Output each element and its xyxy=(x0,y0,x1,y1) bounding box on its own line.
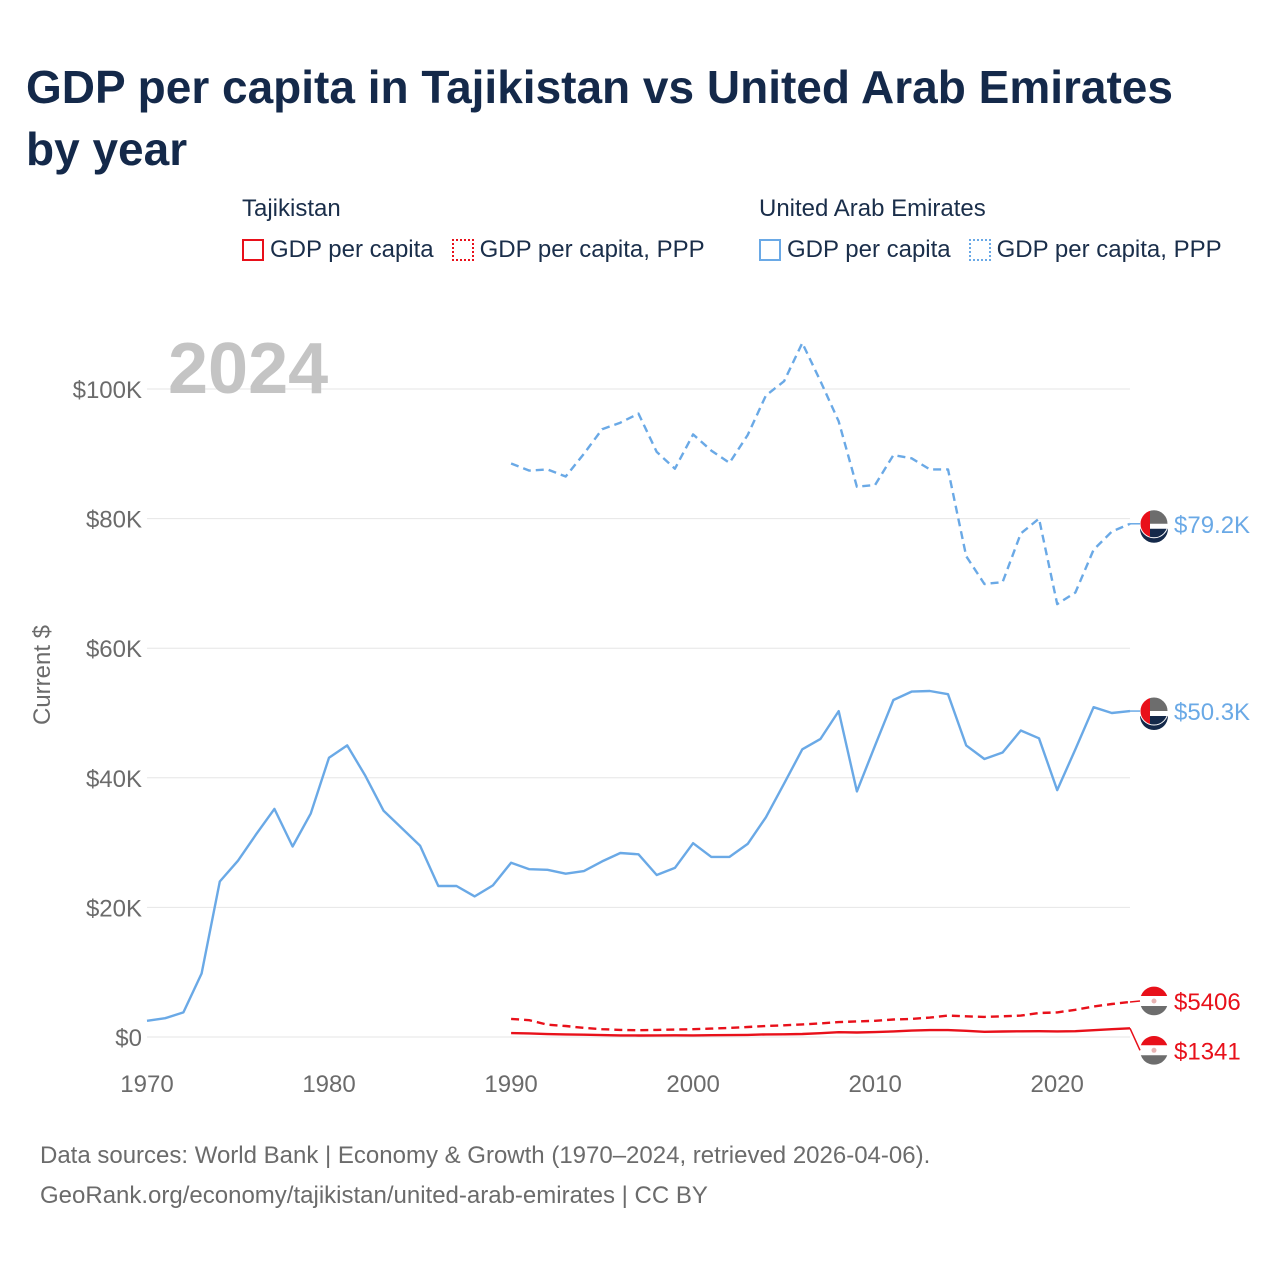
y-tick-label: $0 xyxy=(115,1025,142,1052)
y-tick-label: $80K xyxy=(86,507,142,534)
series-line-uae-ppp[interactable] xyxy=(510,341,1131,606)
flag-stripe xyxy=(1140,697,1150,725)
legend-item-uae-gdp-ppp[interactable]: GDP per capita, PPP xyxy=(968,236,1222,264)
y-tick-label: $20K xyxy=(86,895,142,922)
chart-title: GDP per capita in Tajikistan vs United A… xyxy=(26,61,1173,175)
end-value-label: $50.3K xyxy=(1174,699,1250,726)
end-marker-tajikistan: $5406 xyxy=(1129,986,1241,1016)
end-marker-tajikistan: $1341 xyxy=(1129,1027,1241,1065)
flag-emblem xyxy=(1151,998,1157,1004)
end-value-label: $5406 xyxy=(1174,989,1241,1016)
flag-stripe xyxy=(1140,986,1168,996)
flag-stripe xyxy=(1140,1055,1168,1065)
end-marker-uae: $79.2K xyxy=(1130,509,1250,543)
flag-stripe xyxy=(1140,510,1150,538)
footer: Data sources: World Bank | Economy & Gro… xyxy=(40,1136,930,1216)
y-axis-label: Current $ xyxy=(29,625,56,725)
end-marker-leader xyxy=(1129,1000,1141,1003)
legend-swatch-solid xyxy=(759,239,781,261)
legend-item-label: GDP per capita xyxy=(270,236,434,263)
gridlines xyxy=(147,388,1130,1038)
end-value-label: $79.2K xyxy=(1174,512,1250,539)
series-line-tajikistan[interactable] xyxy=(511,1027,1131,1037)
y-tick-label: $40K xyxy=(86,766,142,793)
legend-swatch-solid xyxy=(242,239,264,261)
legend-swatch-dotted xyxy=(968,239,991,261)
flag-stripe xyxy=(1140,1035,1168,1046)
footer-link[interactable]: GeoRank.org/economy/tajikistan/united-ar… xyxy=(40,1182,708,1209)
end-marker-leader xyxy=(1129,1027,1141,1051)
x-tick-label: 1990 xyxy=(484,1071,537,1098)
y-tick-label: $100K xyxy=(73,377,142,404)
legend-item-label: GDP per capita, PPP xyxy=(479,236,705,263)
x-tick-label: 2010 xyxy=(848,1071,901,1098)
y-tick-label: $60K xyxy=(86,636,142,663)
flag-stripe xyxy=(1140,1005,1168,1016)
legend-group-name: United Arab Emirates xyxy=(759,195,986,222)
legend-group-name: Tajikistan xyxy=(242,195,341,222)
year-watermark: 2024 xyxy=(168,329,328,409)
legend-item-label: GDP per capita xyxy=(787,236,951,263)
legend-item-tajikistan-gdp-ppp[interactable]: GDP per capita, PPP xyxy=(451,236,705,264)
legend-group-tajikistan: Tajikistan GDP per capita GDP per capita… xyxy=(242,194,723,264)
series-line-uae[interactable] xyxy=(146,689,1131,1022)
series-end-markers: $79.2K $50.3K $5406 $1341 xyxy=(1129,509,1250,1065)
end-value-label: $1341 xyxy=(1174,1038,1241,1065)
legend-item-uae-gdp[interactable]: GDP per capita xyxy=(759,236,951,264)
x-tick-label: 1970 xyxy=(120,1071,173,1098)
legend-item-label: GDP per capita, PPP xyxy=(996,236,1222,263)
x-tick-label: 2020 xyxy=(1030,1071,1083,1098)
x-tick-label: 1980 xyxy=(302,1071,355,1098)
series-lines xyxy=(146,341,1131,1037)
legend-group-uae: United Arab Emirates GDP per capita GDP … xyxy=(759,194,1240,264)
line-chart: 2024 Current $ $0 $20K $40K $60K $80K $100K 1… xyxy=(29,329,1250,1098)
x-axis-ticks: 1970 1980 1990 2000 2010 2020 xyxy=(120,1071,1084,1098)
footer-source: Data sources: World Bank | Economy & Gro… xyxy=(40,1142,931,1169)
flag-emblem xyxy=(1151,1047,1157,1053)
legend-swatch-dotted xyxy=(451,239,474,261)
legend-item-tajikistan-gdp[interactable]: GDP per capita xyxy=(242,236,434,264)
y-axis-ticks: $0 $20K $40K $60K $80K $100K xyxy=(73,377,142,1052)
x-tick-label: 2000 xyxy=(666,1071,719,1098)
end-marker-uae: $50.3K xyxy=(1130,696,1250,731)
series-line-tajikistan-ppp[interactable] xyxy=(511,1000,1131,1032)
